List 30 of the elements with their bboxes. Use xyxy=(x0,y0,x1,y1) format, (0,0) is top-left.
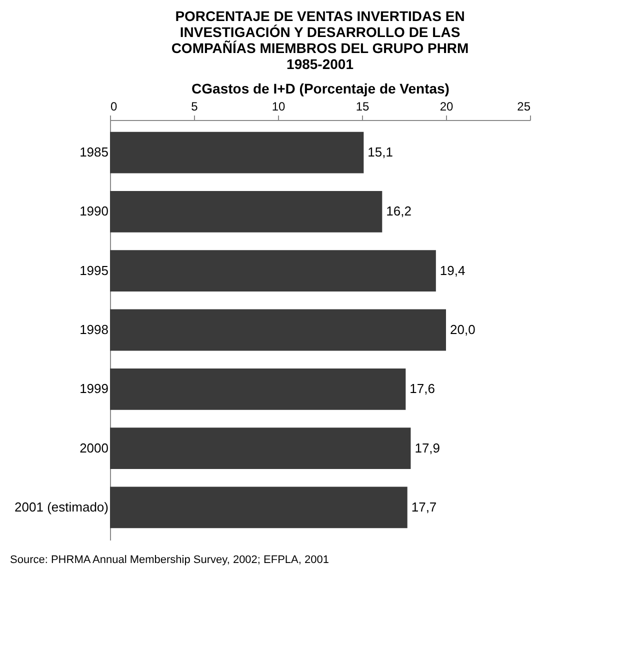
y-tick-label: 1998 xyxy=(80,322,108,337)
y-tick-label: 1999 xyxy=(80,381,108,396)
data-label: 17,9 xyxy=(414,440,440,456)
x-tick-label: 0 xyxy=(110,100,118,114)
x-tick-label: 10 xyxy=(272,100,286,114)
y-tick-label: 2001 (estimado) xyxy=(14,499,108,514)
x-tick-label: 20 xyxy=(440,100,454,114)
source-note: Source: PHRMA Annual Membership Survey, 2002; EFPLA, 2001 xyxy=(10,554,329,566)
y-tick-label: 1985 xyxy=(80,144,108,160)
data-label: 17,6 xyxy=(410,381,435,396)
data-label: 16,2 xyxy=(386,204,412,219)
x-tick-label: 15 xyxy=(356,100,370,114)
bar xyxy=(110,428,411,470)
bar xyxy=(110,132,364,174)
chart-title: PORCENTAJE DE VENTAS INVERTIDAS EN INVESTIGACIÓN Y DESARROLLO DE LAS COMPAÑÍAS MIEMBROS DEL GRUPO PHRM 1985-2001 xyxy=(171,8,469,72)
bar xyxy=(110,309,446,351)
x-axis-title: CGastos de I+D (Porcentaje de Ventas) xyxy=(192,80,450,96)
data-label: 19,4 xyxy=(440,262,466,278)
bar xyxy=(110,368,406,410)
data-label: 17,7 xyxy=(411,499,437,514)
x-tick-label: 25 xyxy=(517,100,531,114)
y-tick-label: 1990 xyxy=(80,204,108,219)
y-tick-label: 2000 xyxy=(80,440,108,456)
data-label: 15,1 xyxy=(368,144,393,160)
data-label: 20,0 xyxy=(450,322,476,337)
y-tick-label: 1995 xyxy=(80,262,108,278)
bar xyxy=(110,486,408,528)
bar xyxy=(110,190,382,232)
bar xyxy=(110,250,436,292)
x-tick-label: 5 xyxy=(191,100,198,114)
